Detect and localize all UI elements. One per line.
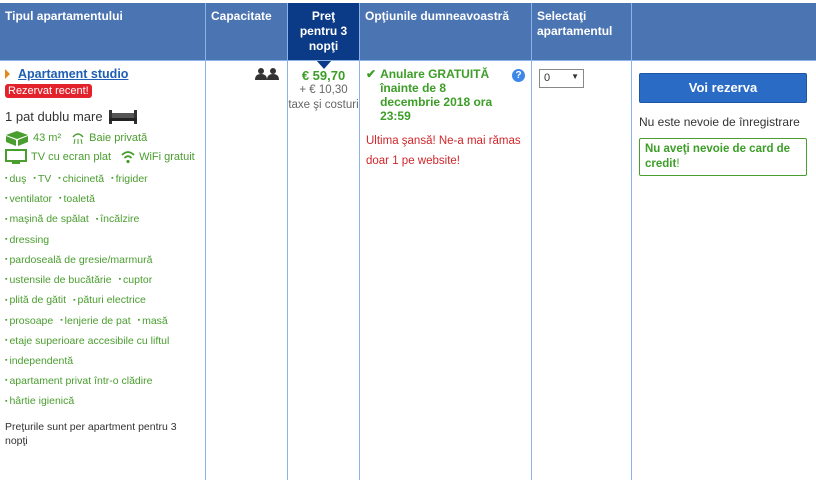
amenity: TV	[33, 169, 51, 189]
room-size-icon	[6, 131, 28, 146]
amenity-row: plită de gătit pături electrice	[5, 290, 200, 310]
room-type-cell: Apartament studio Rezervat recent! 1 pat…	[0, 60, 206, 480]
select-cell: 0 ▼	[532, 60, 632, 480]
amenity-row: maşină de spălat încălzire	[5, 209, 200, 229]
checkmark-icon: ✔	[366, 67, 377, 81]
no-registration-note: Nu este nevoie de înregistrare	[639, 115, 800, 129]
amenity: independentă	[5, 351, 73, 371]
tv-icon	[5, 149, 27, 164]
arrow-icon	[5, 69, 10, 79]
room-size: 43 m²	[33, 132, 62, 144]
amenities-list: duş TV chicinetă frigider ventilator toaletă…	[5, 169, 200, 412]
amenity-row: duş TV chicinetă frigider	[5, 169, 200, 189]
amenity-row: prosoape lenjerie de pat masă	[5, 311, 200, 331]
dropdown-arrow-icon: ▼	[571, 72, 579, 81]
amenity: masă	[138, 311, 168, 331]
amenity: încălzire	[96, 209, 139, 229]
private-bathroom: Baie privată	[89, 132, 148, 144]
amenity-row: hârtie igienică	[5, 391, 200, 411]
apartment-quantity-select[interactable]: 0 ▼	[539, 69, 584, 88]
price-note: Preţurile sunt per apartment pentru 3 no…	[5, 420, 177, 447]
amenity: ustensile de bucătărie	[5, 270, 111, 290]
options-cell: ✔ Anulare GRATUITĂ înainte de 8 decembri…	[360, 60, 532, 480]
amenity: maşină de spălat	[5, 209, 88, 229]
amenity-row: pardoseală de gresie/marmură	[5, 250, 200, 270]
booking-cell: Voi rezerva Nu este nevoie de înregistra…	[632, 60, 816, 480]
bed-label: 1 pat dublu mare	[5, 109, 103, 124]
amenity-row: ventilator toaletă	[5, 189, 200, 209]
free-wifi: WiFi gratuit	[139, 151, 195, 163]
last-chance-message: Ultima şansă! Ne-a mai rămas doar 1 pe w…	[366, 135, 521, 167]
price-cell: € 59,70 + € 10,30 taxe şi costuri	[288, 60, 360, 480]
amenity: duş	[5, 169, 26, 189]
amenity: prosoape	[5, 311, 53, 331]
amenity: dressing	[5, 230, 49, 250]
amenity: hârtie igienică	[5, 391, 74, 411]
header-booking	[632, 3, 816, 60]
amenity: apartament privat într-o clădire	[5, 371, 152, 391]
selected-quantity: 0	[544, 72, 551, 84]
amenity-row: apartament privat într-o clădire	[5, 371, 200, 391]
amenity-row: dressing	[5, 230, 200, 250]
header-options: Opţiunile dumneavoastră	[360, 3, 532, 60]
amenity: etaje superioare accesibile cu liftul	[5, 331, 169, 351]
header-select: Selectaţi apartamentul	[532, 3, 632, 60]
header-price: Preţ pentru 3 nopţi	[288, 3, 360, 69]
amenity-row: etaje superioare accesibile cu liftul	[5, 331, 200, 351]
amenity: plită de gătit	[5, 290, 66, 310]
price-amount: € 59,70	[301, 68, 346, 83]
amenity-row: ustensile de bucătărie cuptor	[5, 270, 200, 290]
reserve-button[interactable]: Voi rezerva	[639, 73, 807, 103]
amenity: frigider	[111, 169, 148, 189]
capacity-cell	[206, 60, 288, 480]
room-name-link[interactable]: Apartament studio	[18, 67, 129, 81]
free-cancellation: Anulare GRATUITĂ înainte de 8 decembrie …	[380, 67, 493, 123]
shower-icon	[72, 133, 84, 145]
recently-booked-badge: Rezervat recent!	[5, 84, 92, 98]
no-credit-card-note: Nu aveţi nevoie de card de credit!	[639, 138, 807, 176]
amenity: chicinetă	[58, 169, 104, 189]
taxes-and-fees: + € 10,30 taxe şi costuri	[288, 84, 359, 111]
header-room-type: Tipul apartamentului	[0, 3, 206, 60]
help-icon[interactable]: ?	[512, 69, 525, 82]
no-credit-card-text: Nu aveţi nevoie de card de credit	[645, 143, 791, 170]
bed-icon	[108, 109, 137, 124]
amenity: pături electrice	[73, 290, 146, 310]
amenity: ventilator	[5, 189, 52, 209]
amenity: pardoseală de gresie/marmură	[5, 250, 152, 270]
flat-screen-tv: TV cu ecran plat	[31, 151, 112, 163]
amenity: lenjerie de pat	[60, 311, 131, 331]
amenity: cuptor	[119, 270, 152, 290]
amenity-row: independentă	[5, 351, 200, 371]
wifi-icon	[121, 151, 135, 164]
header-capacity: Capacitate	[206, 3, 288, 60]
amenity: toaletă	[59, 189, 95, 209]
no-credit-card-suffix: !	[676, 158, 680, 170]
two-persons-icon	[255, 68, 279, 80]
